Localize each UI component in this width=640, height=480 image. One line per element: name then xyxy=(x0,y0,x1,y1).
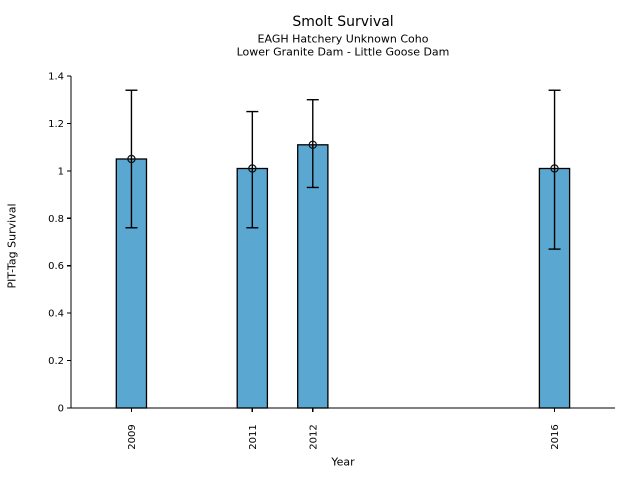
y-tick-label-0.2: 0.2 xyxy=(48,356,64,367)
error-bar-2012 xyxy=(306,99,319,189)
y-tick-label-0.6: 0.6 xyxy=(48,261,64,272)
y-tick-label-0.8: 0.8 xyxy=(48,214,64,225)
error-bar-2009 xyxy=(125,89,138,229)
data-point-marker-2016 xyxy=(550,164,559,173)
x-tick-label-2012: 2012 xyxy=(308,424,319,449)
y-tick-label-1.2: 1.2 xyxy=(48,119,64,130)
data-point-marker-2011 xyxy=(248,164,257,173)
chart-title: Smolt Survival xyxy=(292,14,394,30)
y-tick-label-0: 0 xyxy=(58,404,64,415)
data-point-marker-2012 xyxy=(308,140,317,149)
x-tick-label-2016: 2016 xyxy=(550,424,561,449)
error-bar-2011 xyxy=(246,110,259,229)
error-bar-2016 xyxy=(548,89,561,250)
axes-group xyxy=(67,75,615,412)
data-point-marker-2009 xyxy=(127,154,136,164)
x-tick-label-2009: 2009 xyxy=(127,424,138,449)
error-bars-group xyxy=(125,89,561,250)
x-axis-label: Year xyxy=(331,455,355,469)
y-tick-label-1: 1 xyxy=(58,166,64,177)
chart-subtitle-line2: Lower Granite Dam - Little Goose Dam xyxy=(236,45,450,59)
chart-subtitle-line1: EAGH Hatchery Unknown Coho xyxy=(257,32,429,46)
x-tick-label-2011: 2011 xyxy=(248,424,259,449)
bar-2012 xyxy=(297,144,329,409)
bars-group xyxy=(115,144,571,409)
y-tick-label-1.4: 1.4 xyxy=(48,72,64,83)
y-tick-label-0.4: 0.4 xyxy=(48,309,64,320)
